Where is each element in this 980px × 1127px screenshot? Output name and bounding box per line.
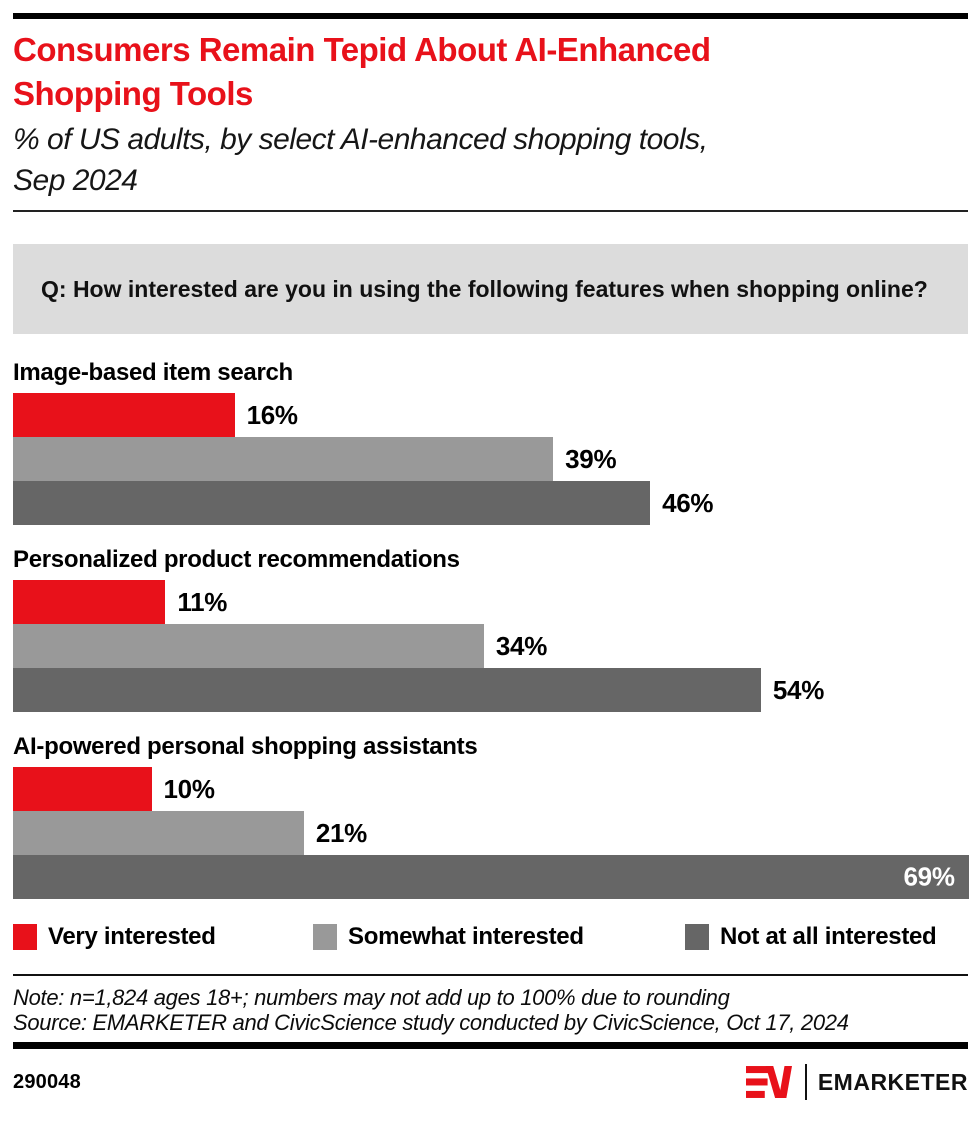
category-label: AI-powered personal shopping assistants: [13, 733, 478, 760]
bar-row: 10%: [13, 767, 968, 811]
logo-divider: [804, 1064, 807, 1100]
bar-value-label: 54%: [772, 674, 825, 705]
bar-row: 39%: [13, 437, 968, 481]
bar-not-at-all-interested: 69%: [13, 855, 969, 899]
bar-row: 16%: [13, 393, 968, 437]
legend-item-somewhat-interested: Somewhat interested: [313, 923, 584, 951]
bar-row: 54%: [13, 668, 968, 712]
source-text: Source: EMARKETER and CivicScience study…: [13, 1010, 849, 1035]
footnotes: Note: n=1,824 ages 18+; numbers may not …: [13, 985, 968, 1035]
category-label: Personalized product recommendations: [13, 546, 460, 573]
chart-subtitle-line2: Sep 2024: [13, 164, 138, 197]
legend-label: Very interested: [48, 923, 216, 950]
bar-group: Image-based item search 16% 39% 46%: [13, 360, 968, 525]
bar-not-at-all-interested: [13, 668, 761, 712]
infographic: Consumers Remain Tepid About AI-Enhanced…: [13, 13, 969, 1102]
survey-question-text: Q: How interested are you in using the f…: [41, 276, 928, 302]
bar-very-interested: [13, 393, 235, 437]
bar-value-label: 21%: [315, 817, 367, 848]
bar-row: 69%: [13, 855, 969, 899]
header-divider: [13, 210, 968, 212]
legend-swatch-light-gray: [313, 924, 337, 950]
survey-question-box: Q: How interested are you in using the f…: [13, 244, 968, 334]
bar-value-label: 39%: [565, 443, 617, 474]
bar-row: 34%: [13, 624, 968, 668]
chart-subtitle-line1: % of US adults, by select AI-enhanced sh…: [13, 123, 708, 156]
bar-value-label: 34%: [495, 630, 548, 661]
chart-id: 290048: [13, 1070, 81, 1093]
bar-value-label: 69%: [903, 861, 955, 892]
top-rule: [13, 13, 968, 19]
bar-somewhat-interested: [13, 811, 304, 855]
footer: 290048 EMARKETER: [13, 1062, 968, 1102]
chart-title: Consumers Remain Tepid About AI-Enhanced…: [13, 28, 968, 116]
chart-title-line2: Shopping Tools: [13, 75, 253, 112]
bar-value-label: 16%: [246, 399, 298, 430]
legend-item-not-at-all-interested: Not at all interested: [685, 923, 937, 951]
chart-title-line1: Consumers Remain Tepid About AI-Enhanced: [13, 31, 711, 68]
bar-value-label: 11%: [177, 586, 228, 617]
emarketer-logo: EMARKETER: [745, 1064, 968, 1100]
bar-very-interested: [13, 580, 166, 624]
legend-label: Somewhat interested: [348, 923, 584, 950]
bar-not-at-all-interested: [13, 481, 651, 525]
legend-label: Not at all interested: [720, 923, 937, 950]
chart-subtitle: % of US adults, by select AI-enhanced sh…: [13, 119, 968, 201]
brand-wordmark: EMARKETER: [817, 1068, 968, 1095]
footnote-divider: [13, 974, 968, 976]
legend-item-very-interested: Very interested: [13, 923, 216, 951]
note-text: Note: n=1,824 ages 18+; numbers may not …: [13, 985, 730, 1010]
bar-row: 46%: [13, 481, 968, 525]
bar-chart: Image-based item search 16% 39% 46% Personal…: [13, 360, 969, 899]
bar-value-label: 46%: [662, 487, 714, 518]
category-label: Image-based item search: [13, 359, 293, 386]
bar-group: AI-powered personal shopping assistants 1…: [13, 733, 969, 899]
bar-somewhat-interested: [13, 624, 484, 668]
bar-somewhat-interested: [13, 437, 554, 481]
bar-row: 21%: [13, 811, 968, 855]
legend-swatch-red: [13, 924, 37, 950]
legend-swatch-dark-gray: [685, 924, 709, 950]
bar-row: 11%: [13, 580, 968, 624]
bottom-rule: [13, 1042, 968, 1049]
emarketer-monogram-icon: [745, 1066, 792, 1098]
bar-very-interested: [13, 767, 152, 811]
bar-group: Personalized product recommendations 11% 3…: [13, 547, 968, 712]
bar-value-label: 10%: [163, 773, 215, 804]
chart-legend: Very interested Somewhat interested Not …: [13, 923, 968, 953]
